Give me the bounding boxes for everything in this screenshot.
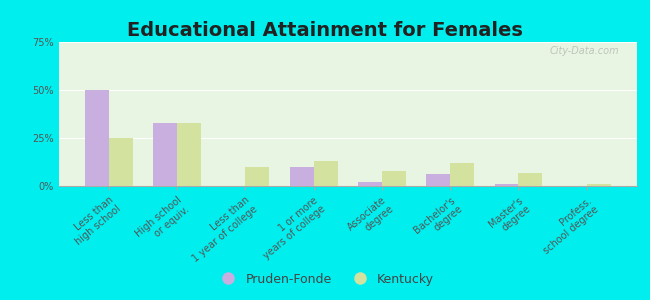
Text: City-Data.com: City-Data.com: [550, 46, 619, 56]
Bar: [450, 163, 474, 186]
Bar: [245, 167, 269, 186]
Bar: [290, 167, 313, 186]
Bar: [382, 171, 406, 186]
Bar: [153, 123, 177, 186]
Bar: [587, 184, 611, 186]
Bar: [495, 184, 519, 186]
Bar: [519, 172, 542, 186]
Legend: Pruden-Fonde, Kentucky: Pruden-Fonde, Kentucky: [211, 268, 439, 291]
Bar: [358, 182, 382, 186]
Bar: [426, 175, 450, 186]
Bar: [313, 161, 337, 186]
Bar: [84, 90, 109, 186]
Bar: [177, 123, 201, 186]
Text: Educational Attainment for Females: Educational Attainment for Females: [127, 21, 523, 40]
Bar: [109, 138, 133, 186]
